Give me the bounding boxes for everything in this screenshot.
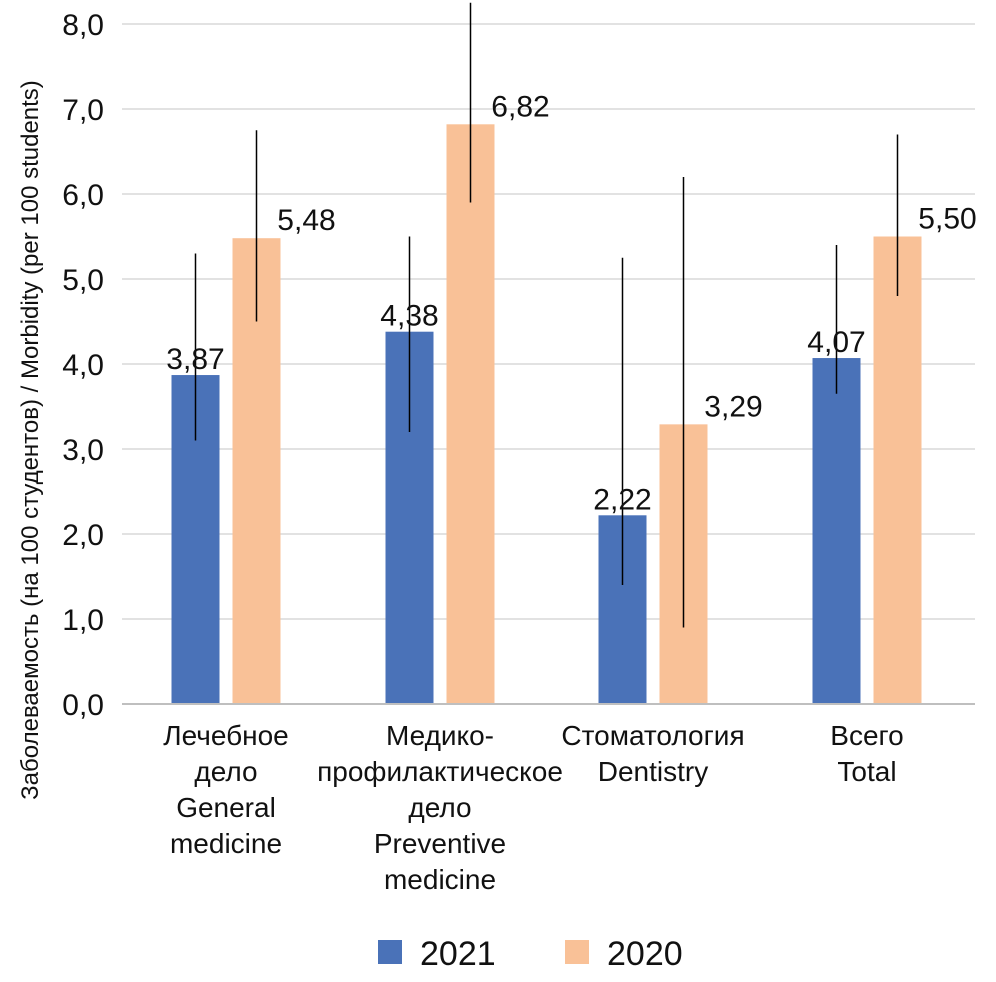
y-tick-label: 2,0 [62, 519, 104, 552]
category-label-line: дело [194, 756, 257, 787]
data-label-2021: 4,07 [807, 326, 865, 359]
category-label-line: medicine [384, 864, 496, 895]
category-label-line: Total [837, 756, 896, 787]
error-bars [194, 2, 899, 628]
bar-2021 [812, 358, 861, 704]
legend-label-2021: 2021 [420, 935, 496, 973]
category-label-line: дело [408, 792, 471, 823]
data-label-2021: 2,22 [593, 483, 651, 516]
category-label-line: Dentistry [598, 756, 708, 787]
data-labels: 3,87 4,38 2,22 4,07 5,48 6,82 3,29 5,50 [166, 90, 976, 516]
data-label-2020: 5,50 [918, 203, 976, 236]
legend: 2021 2020 [378, 935, 683, 973]
category-label-line: medicine [170, 828, 282, 859]
data-label-2021: 3,87 [166, 343, 224, 376]
category-label-line: General [176, 792, 276, 823]
category-label-line: Лечебное [163, 720, 289, 751]
data-label-2020: 3,29 [704, 390, 762, 423]
category-label: Стоматология Dentistry [561, 720, 744, 787]
category-label-line: Медико- [386, 720, 494, 751]
data-label-2020: 6,82 [491, 90, 549, 123]
y-tick-label: 0,0 [62, 689, 104, 722]
legend-label-2020: 2020 [607, 935, 683, 973]
legend-swatch-2020 [565, 940, 589, 964]
category-label-line: Стоматология [561, 720, 744, 751]
y-tick-label: 6,0 [62, 179, 104, 212]
bar-2020 [873, 236, 922, 704]
bar-2020 [446, 124, 495, 705]
y-tick-label: 1,0 [62, 604, 104, 637]
y-tick-label: 7,0 [62, 94, 104, 127]
data-label-2020: 5,48 [277, 204, 335, 237]
y-tick-label: 4,0 [62, 349, 104, 382]
category-label-line: Всего [830, 720, 903, 751]
y-tick-label: 3,0 [62, 434, 104, 467]
category-label: Всего Total [830, 720, 903, 787]
category-label-line: Preventive [374, 828, 506, 859]
category-label: Медико-профилактическое дело Preventive med… [317, 720, 563, 895]
y-tick-labels: 0,0 1,0 2,0 3,0 4,0 5,0 6,0 7,0 8,0 [62, 9, 104, 722]
data-label-2021: 4,38 [380, 300, 438, 333]
category-label: Лечебное дело General medicine [163, 720, 289, 859]
legend-swatch-2021 [378, 940, 402, 964]
y-axis-title: Заболеваемость (на 100 студентов) / Morb… [17, 80, 44, 800]
y-tick-label: 5,0 [62, 264, 104, 297]
category-labels: Лечебное дело General medicineМедико-профил… [163, 720, 903, 895]
y-tick-label: 8,0 [62, 9, 104, 42]
category-label-line: профилактическое [317, 756, 563, 787]
bars [171, 124, 922, 705]
